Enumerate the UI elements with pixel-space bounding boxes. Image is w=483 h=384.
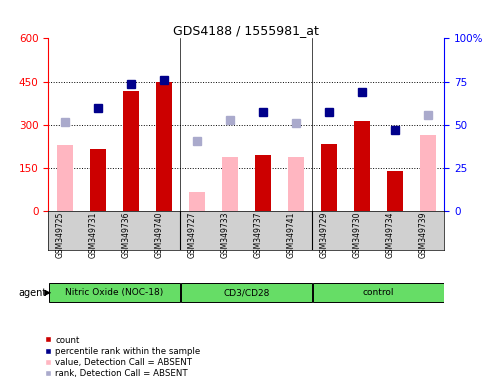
Bar <box>287 157 304 211</box>
Title: GDS4188 / 1555981_at: GDS4188 / 1555981_at <box>173 24 319 37</box>
Text: GSM349741: GSM349741 <box>287 212 296 258</box>
Text: GSM349733: GSM349733 <box>221 212 230 258</box>
FancyBboxPatch shape <box>49 283 180 302</box>
Bar <box>156 81 172 211</box>
Text: GSM349737: GSM349737 <box>254 212 263 258</box>
Text: GSM349740: GSM349740 <box>155 212 164 258</box>
Bar <box>123 91 139 211</box>
Bar <box>222 157 238 211</box>
Text: GSM349729: GSM349729 <box>320 212 329 258</box>
Text: GSM349739: GSM349739 <box>419 212 428 258</box>
Text: CD3/CD28: CD3/CD28 <box>223 288 270 297</box>
Text: GSM349730: GSM349730 <box>353 212 362 258</box>
Legend: count, percentile rank within the sample, value, Detection Call = ABSENT, rank, : count, percentile rank within the sample… <box>43 334 202 380</box>
Bar <box>57 145 73 211</box>
FancyBboxPatch shape <box>181 283 312 302</box>
Text: agent: agent <box>18 288 47 298</box>
Bar <box>321 144 337 211</box>
Text: GSM349727: GSM349727 <box>188 212 197 258</box>
Bar <box>386 171 403 211</box>
Bar <box>255 155 271 211</box>
Bar <box>420 135 436 211</box>
Bar <box>89 149 106 211</box>
Text: control: control <box>363 288 394 297</box>
Text: GSM349731: GSM349731 <box>89 212 98 258</box>
Text: GSM349736: GSM349736 <box>122 212 131 258</box>
Bar <box>354 121 370 211</box>
Bar <box>188 192 205 211</box>
Text: Nitric Oxide (NOC-18): Nitric Oxide (NOC-18) <box>65 288 163 297</box>
FancyBboxPatch shape <box>313 283 444 302</box>
Text: GSM349725: GSM349725 <box>56 212 65 258</box>
Text: GSM349734: GSM349734 <box>386 212 395 258</box>
